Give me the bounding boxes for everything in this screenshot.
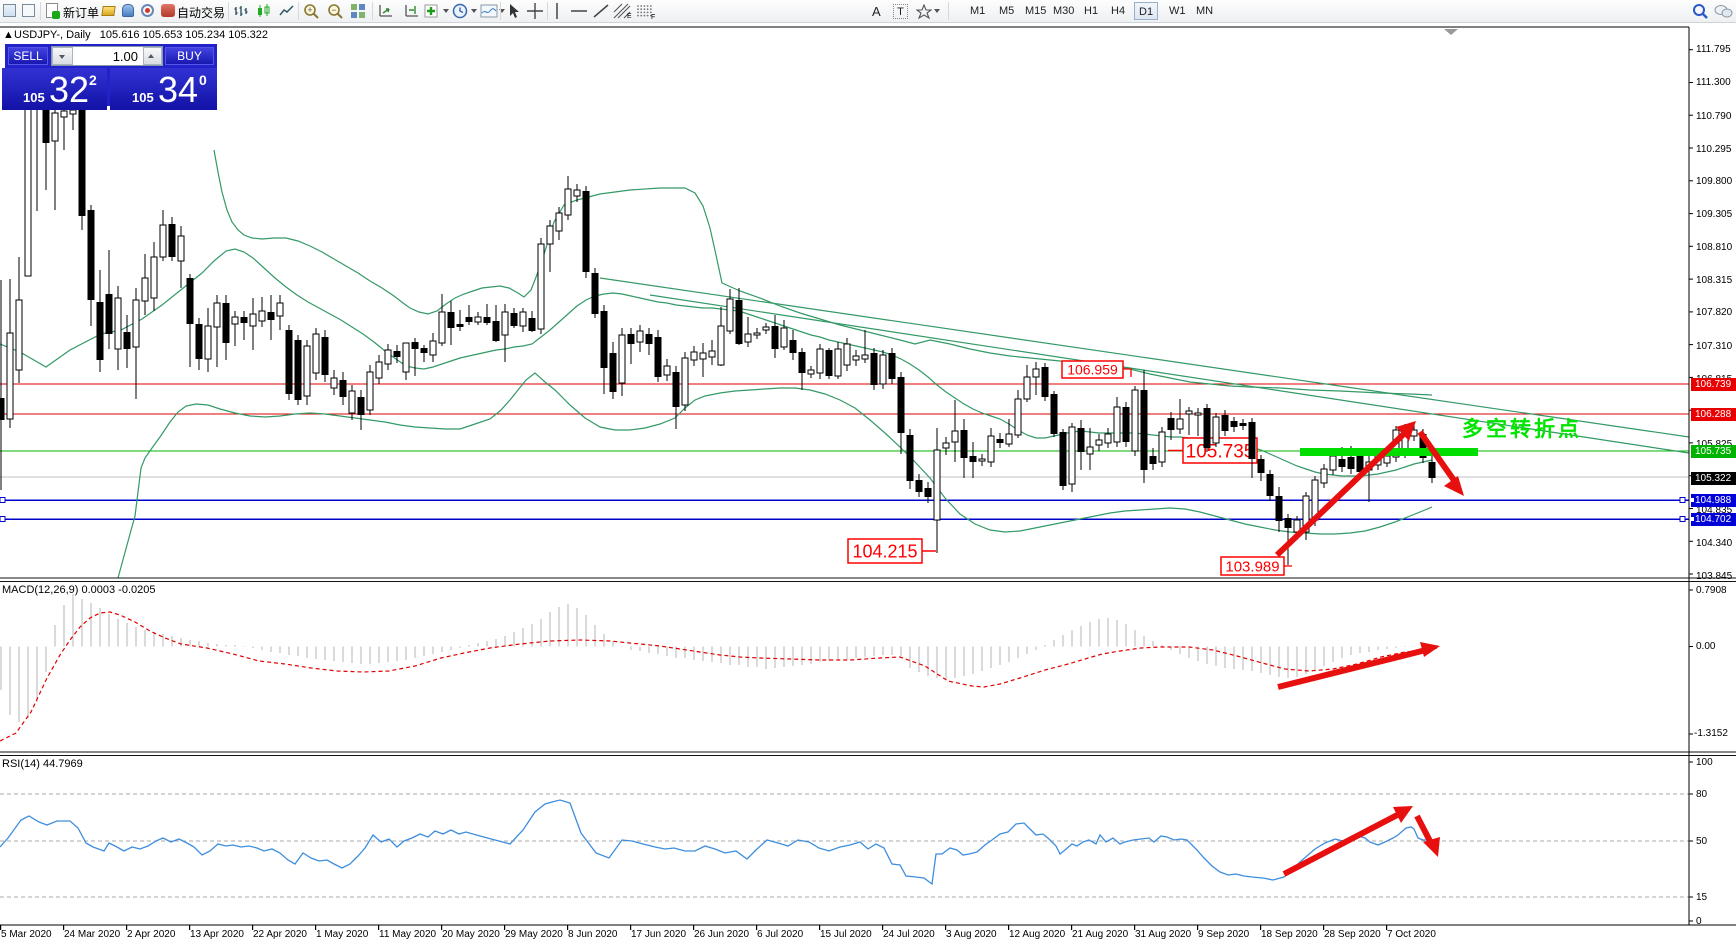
svg-text:103.989: 103.989 bbox=[1225, 558, 1279, 575]
svg-text:105.735: 105.735 bbox=[1186, 441, 1255, 462]
svg-text:+: + bbox=[307, 5, 312, 15]
svg-text:F: F bbox=[651, 14, 655, 20]
svg-text:104.215: 104.215 bbox=[852, 541, 917, 561]
svg-text:E: E bbox=[627, 13, 632, 20]
svg-text:−: − bbox=[331, 5, 336, 15]
svg-text:106.959: 106.959 bbox=[1067, 362, 1118, 378]
